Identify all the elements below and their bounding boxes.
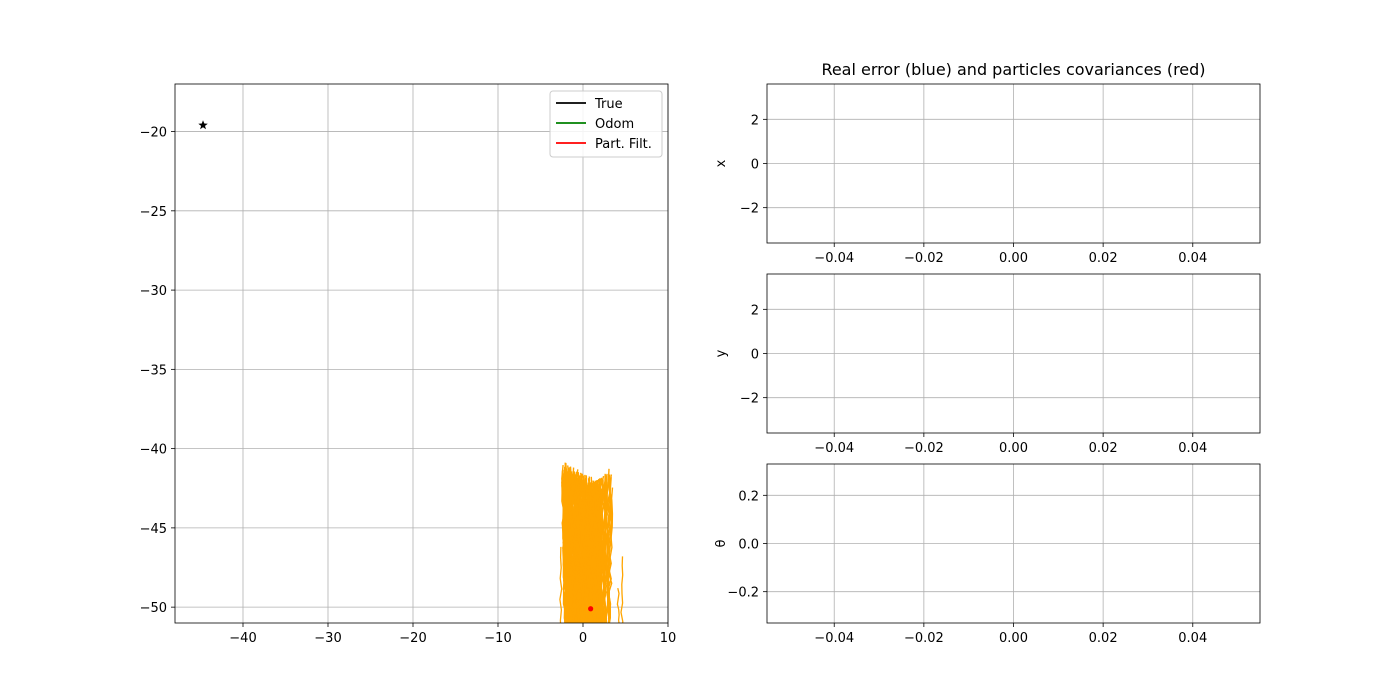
particle-trace [600, 473, 606, 623]
y-tick-label: −0.2 [727, 586, 759, 601]
x-tick-label: −0.04 [814, 441, 854, 456]
particle-trace [561, 470, 568, 623]
x-tick-label: −0.02 [904, 251, 944, 266]
x-tick-label: −10 [484, 631, 511, 646]
particle-trace [581, 491, 587, 623]
x-tick-label: −30 [314, 631, 341, 646]
x-tick-label: 0.04 [1178, 631, 1207, 646]
estimate-point [588, 606, 594, 612]
particle-trace [616, 587, 620, 623]
x-tick-label: 0.00 [999, 631, 1028, 646]
y-tick-label: 2 [751, 303, 759, 318]
particle-cloud [559, 462, 624, 623]
x-tick-label: 0.04 [1178, 251, 1207, 266]
particle-trace [592, 479, 599, 623]
particle-trace [592, 498, 597, 623]
y-tick-label: 0 [751, 348, 759, 363]
y-tick-label: −2 [740, 202, 759, 217]
x-tick-label: 0.02 [1089, 631, 1118, 646]
x-tick-label: −0.04 [814, 251, 854, 266]
particle-trace [620, 556, 624, 623]
y-tick-label: −50 [140, 601, 167, 616]
y-tick-label: −45 [140, 522, 167, 537]
y-axis-label: x [714, 159, 729, 167]
x-tick-label: −0.02 [904, 631, 944, 646]
axes-frame [174, 83, 669, 624]
legend-box [549, 90, 663, 158]
y-tick-label: −30 [140, 284, 167, 299]
y-tick-label: 0 [751, 158, 759, 173]
x-tick-label: −20 [399, 631, 426, 646]
x-tick-label: 0.00 [999, 251, 1028, 266]
y-tick-label: −35 [140, 363, 167, 378]
axes-frame [766, 83, 1261, 244]
y-axis-label: y [714, 349, 729, 357]
particle-trace [606, 474, 613, 623]
y-tick-label: −20 [140, 126, 167, 141]
y-tick-label: 0.0 [738, 538, 759, 553]
axes-frame [766, 463, 1261, 624]
x-tick-label: 0.02 [1089, 251, 1118, 266]
particle-trace [579, 492, 585, 623]
particle-trace [559, 546, 563, 623]
y-tick-label: 0.2 [738, 489, 759, 504]
x-tick-label: −40 [229, 631, 256, 646]
landmark-marker [198, 120, 208, 130]
legend-label: Part. Filt. [595, 137, 652, 152]
particle-trace [563, 462, 570, 623]
y-tick-label: −2 [740, 392, 759, 407]
x-tick-label: 0 [579, 631, 587, 646]
particle-trace [573, 474, 580, 623]
x-tick-label: 0.00 [999, 441, 1028, 456]
x-tick-label: 0.02 [1089, 441, 1118, 456]
y-tick-label: 2 [751, 113, 759, 128]
particle-trace [603, 473, 610, 623]
axes-frame [766, 273, 1261, 434]
particle-trace [564, 484, 572, 623]
y-tick-label: −25 [140, 205, 167, 220]
legend-label: Odom [595, 117, 634, 132]
chart-title: Real error (blue) and particles covarian… [821, 60, 1205, 79]
y-axis-label: θ [714, 539, 729, 547]
particle-trace [566, 591, 569, 623]
x-tick-label: 0.04 [1178, 441, 1207, 456]
x-tick-label: 10 [660, 631, 677, 646]
particle-trace [593, 488, 600, 623]
y-tick-label: −40 [140, 443, 167, 458]
legend-label: True [594, 97, 623, 112]
x-tick-label: −0.04 [814, 631, 854, 646]
x-tick-label: −0.02 [904, 441, 944, 456]
